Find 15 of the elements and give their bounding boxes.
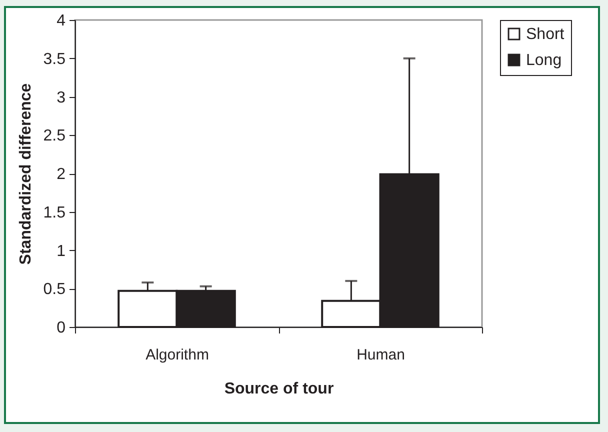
legend-label: Short: [526, 26, 565, 43]
x-axis-title: Source of tour: [224, 380, 334, 398]
y-tick-label: 1: [56, 242, 66, 260]
y-tick-label: 0: [56, 320, 66, 336]
y-tick-label: 1.5: [43, 204, 66, 222]
y-tick-label: 0.5: [43, 281, 66, 298]
y-tick-label: 3.5: [43, 50, 66, 68]
legend-label: Long: [526, 52, 562, 69]
y-tick-label: 2: [56, 166, 66, 183]
y-tick-label: 4: [56, 12, 66, 30]
x-tick-label: Algorithm: [146, 346, 209, 364]
y-axis-title: Standardized difference: [17, 83, 34, 265]
y-tick-label: 3: [56, 89, 66, 106]
y-tick-label: 2.5: [43, 128, 66, 145]
x-tick-label: Human: [356, 346, 405, 364]
